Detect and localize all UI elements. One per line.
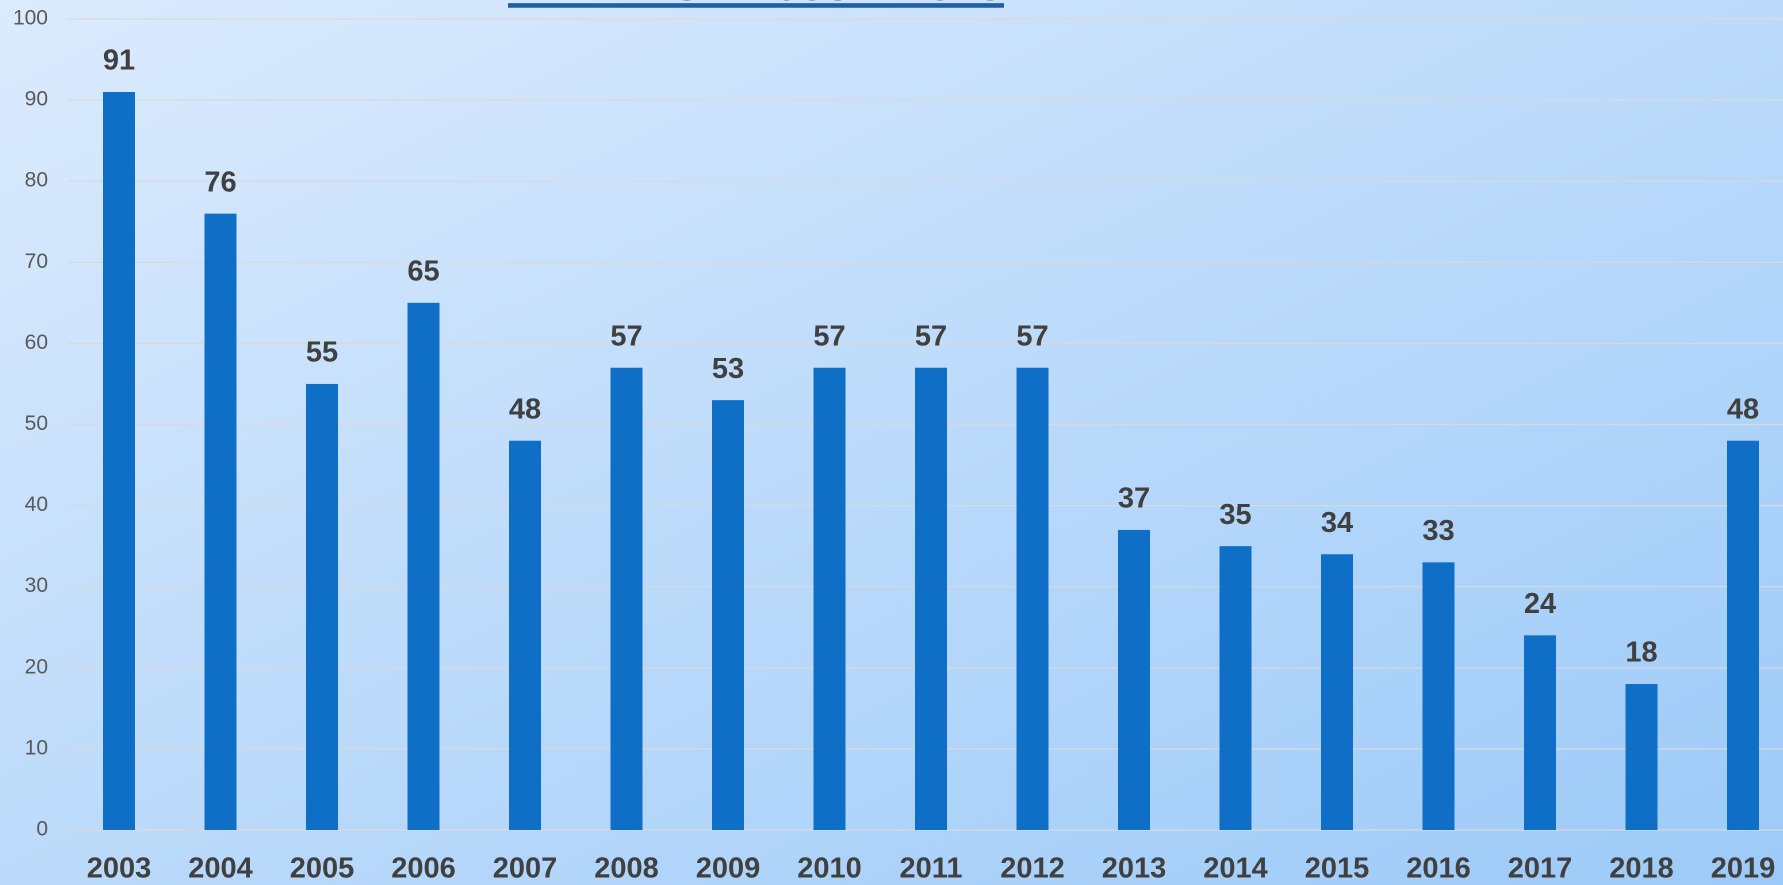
chart-title: V LETECH 2003 – 2019 (508, 0, 1004, 10)
value-label: 48 (509, 393, 541, 425)
value-label: 55 (306, 337, 338, 369)
x-tick-label: 2011 (900, 853, 963, 885)
y-tick-label: 60 (25, 331, 48, 354)
bar (1219, 546, 1252, 830)
bar (1016, 367, 1049, 830)
bar (204, 213, 237, 830)
value-label: 18 (1625, 637, 1657, 669)
x-tick-label: 2015 (1305, 853, 1370, 885)
y-tick-label: 10 (25, 736, 48, 759)
x-tick-label: 2006 (391, 853, 456, 885)
value-label: 33 (1422, 515, 1454, 547)
bar (1524, 635, 1556, 830)
bar (1625, 684, 1658, 830)
x-tick-label: 2008 (594, 853, 659, 885)
value-label: 34 (1321, 507, 1353, 539)
value-label: 65 (407, 256, 439, 288)
bar (915, 367, 947, 830)
value-label: 37 (1118, 483, 1150, 515)
y-tick-label: 20 (25, 655, 48, 678)
y-tick-label: 40 (25, 493, 48, 516)
x-tick-label: 2009 (696, 853, 761, 885)
bar (1422, 562, 1455, 830)
value-label: 24 (1524, 588, 1556, 620)
y-tick-label: 0 (36, 818, 48, 841)
bar (103, 91, 135, 831)
x-tick-label: 2005 (290, 853, 355, 885)
value-label: 35 (1219, 499, 1251, 531)
x-tick-label: 2019 (1711, 853, 1776, 885)
x-tick-label: 2004 (188, 853, 253, 885)
value-label: 48 (1727, 393, 1759, 425)
value-label: 57 (915, 320, 947, 352)
x-tick-label: 2013 (1102, 853, 1167, 885)
x-tick-label: 2018 (1609, 853, 1674, 885)
x-tick-label: 2003 (87, 853, 152, 885)
value-label: 57 (813, 320, 845, 352)
y-tick-label: 80 (25, 169, 48, 192)
y-tick-label: 90 (25, 88, 48, 111)
bar (509, 440, 541, 830)
value-label: 53 (712, 353, 744, 385)
value-label: 57 (1016, 320, 1048, 352)
value-label: 57 (610, 320, 642, 352)
bar (407, 302, 440, 831)
bar (610, 367, 643, 830)
value-label: 76 (204, 166, 236, 198)
bar (813, 367, 846, 830)
bar (712, 400, 744, 830)
y-tick-label: 70 (25, 250, 48, 273)
x-tick-label: 2007 (493, 853, 558, 885)
y-tick-label: 50 (25, 412, 48, 435)
x-tick-label: 2014 (1203, 853, 1268, 885)
bar (1727, 440, 1759, 830)
y-tick-label: 30 (25, 574, 48, 597)
x-tick-label: 2017 (1508, 853, 1573, 885)
x-tick-label: 2016 (1406, 853, 1471, 885)
bar (1321, 554, 1353, 830)
bar (306, 383, 338, 830)
bar (1118, 529, 1150, 830)
x-tick-label: 2012 (1000, 853, 1065, 885)
y-tick-label: 100 (13, 7, 48, 30)
value-label: 91 (103, 45, 135, 77)
x-tick-label: 2010 (797, 853, 862, 885)
